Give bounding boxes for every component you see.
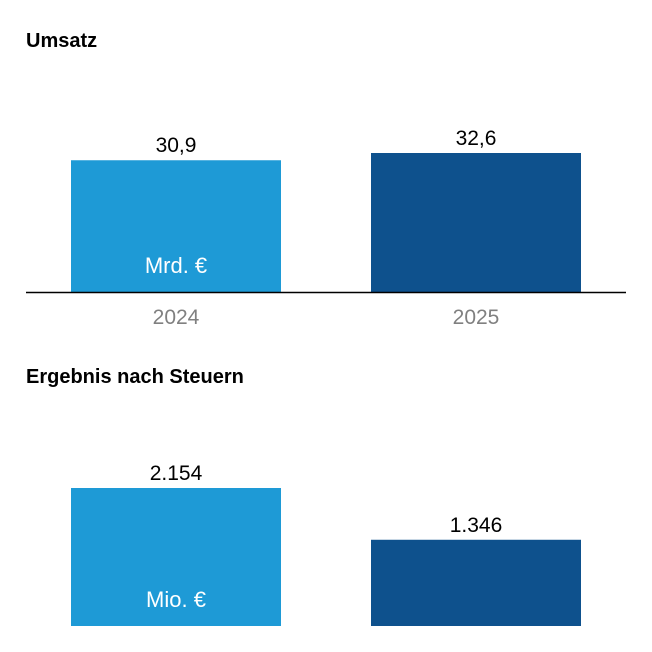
- x-tick-label-2024: 2024: [153, 306, 200, 329]
- x-tick-label-2025: 2025: [453, 306, 500, 329]
- value-label-2024: 30,9: [156, 134, 197, 157]
- ergebnis-bar-chart: 2.154 Mio. € 1.346: [71, 462, 581, 626]
- value-label-2025: 32,6: [456, 127, 497, 150]
- unit-label: Mrd. €: [145, 253, 207, 278]
- chart-title-umsatz: Umsatz: [26, 30, 98, 52]
- bar-2025: [371, 539, 581, 626]
- value-label-2025: 1.346: [450, 514, 503, 537]
- umsatz-bar-chart: 30,9 Mrd. € 2024 32,6 2025: [26, 127, 626, 329]
- bar-2024: [71, 160, 281, 292]
- unit-label: Mio. €: [146, 587, 206, 612]
- bar-2025: [371, 153, 581, 292]
- chart-title-ergebnis-nach-steuern: Ergebnis nach Steuern: [26, 366, 244, 388]
- bar-2024: [71, 488, 281, 626]
- value-label-2024: 2.154: [150, 462, 203, 485]
